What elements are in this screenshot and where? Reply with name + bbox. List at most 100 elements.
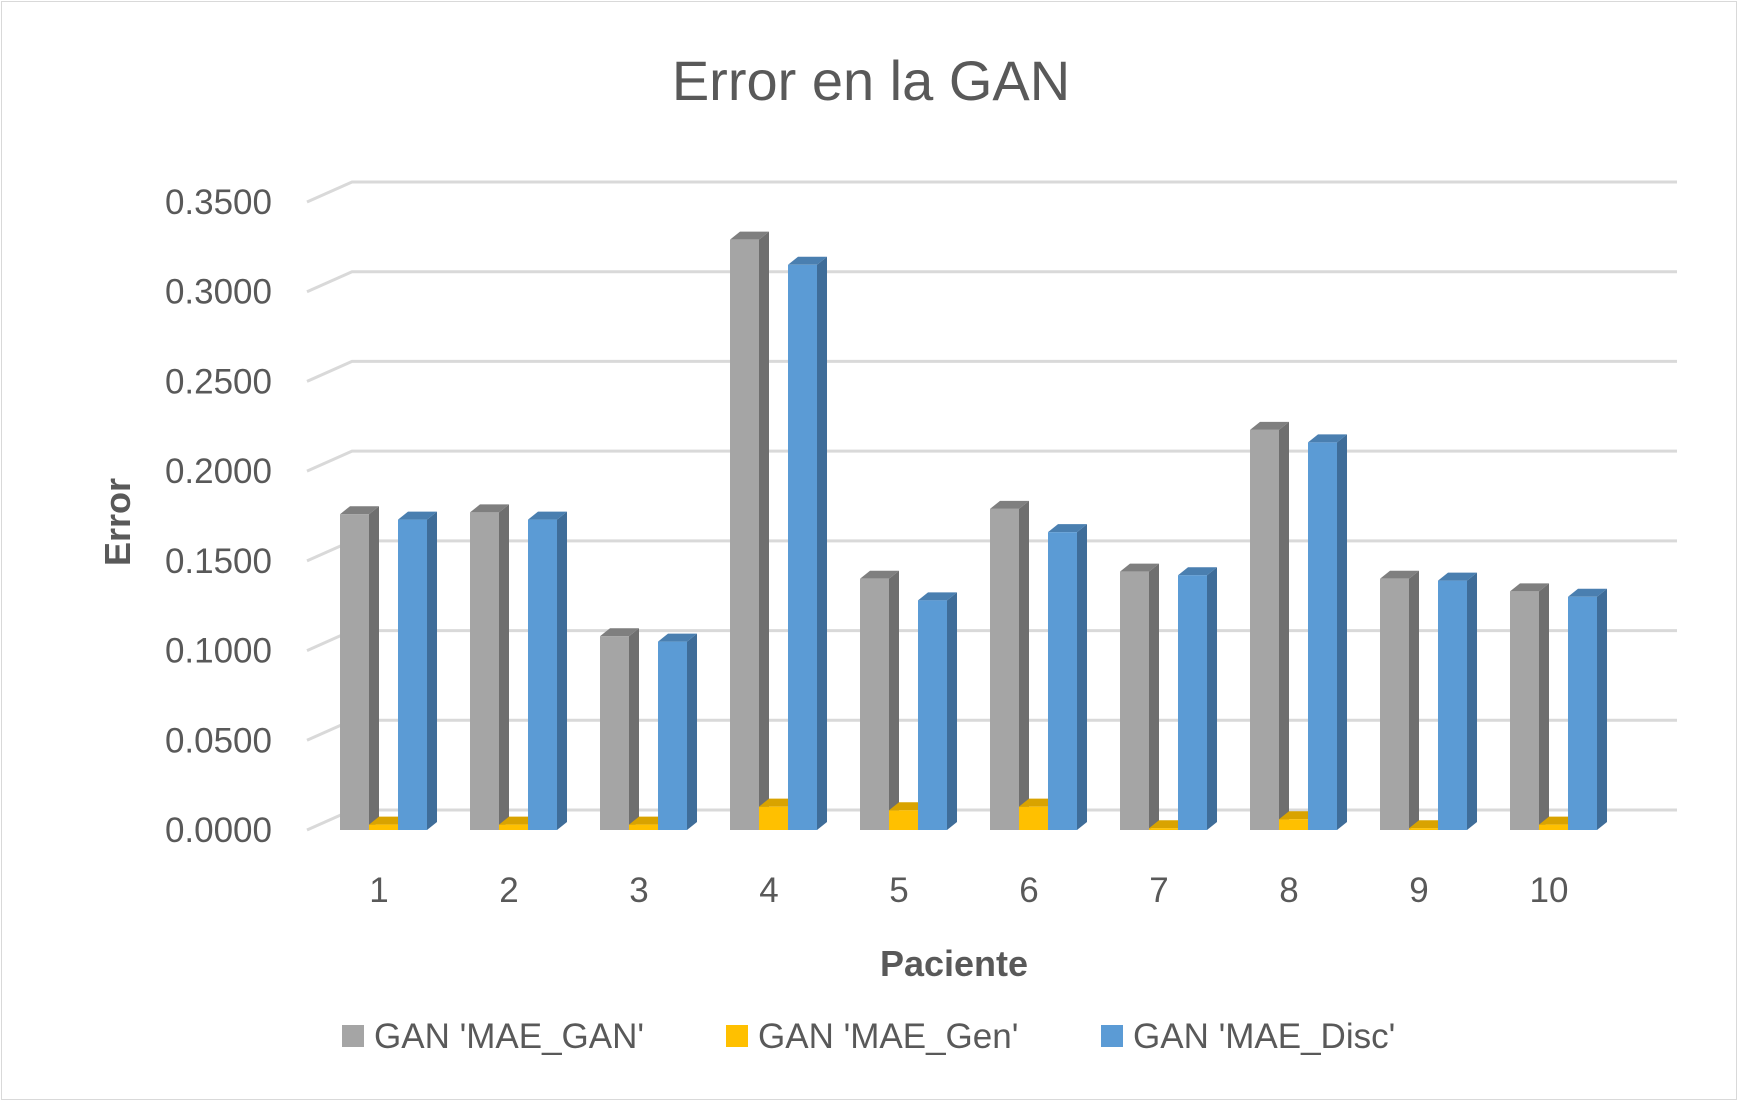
x-tick-label: 2 (499, 871, 518, 910)
x-tick-label: 8 (1279, 871, 1298, 910)
bar-top (658, 633, 697, 642)
bar-side (1597, 588, 1607, 830)
bar (788, 256, 827, 830)
bar (1250, 421, 1289, 830)
legend-swatch (726, 1025, 748, 1047)
bar-side (499, 504, 509, 830)
bar-top (1250, 421, 1289, 430)
bar-front (1120, 571, 1149, 830)
bar-front (1048, 532, 1077, 830)
bar-side (1279, 421, 1289, 830)
bar (730, 231, 769, 830)
legend-swatch (1101, 1025, 1123, 1047)
bar (658, 633, 697, 830)
bar-side (427, 511, 437, 830)
gridline (306, 449, 1677, 473)
bar-side (557, 511, 567, 830)
bar-side (817, 256, 827, 830)
bar-front (860, 578, 889, 830)
bar-front (1438, 580, 1467, 830)
bar-top (1568, 588, 1607, 597)
x-axis-label: Paciente (880, 943, 1028, 984)
bar-side (1337, 434, 1347, 830)
x-tick-label: 1 (369, 871, 388, 910)
y-tick-label: 0.2000 (165, 452, 272, 491)
bar-top (340, 506, 379, 515)
bar-side (1467, 572, 1477, 830)
y-axis-label: Error (97, 478, 138, 566)
bar-top (1510, 583, 1549, 592)
bar-front (1178, 575, 1207, 830)
x-tick-label: 10 (1530, 871, 1569, 910)
y-tick-label: 0.2500 (165, 362, 272, 401)
bar-top (600, 628, 639, 637)
bar-front (918, 600, 947, 830)
bar-front (990, 508, 1019, 830)
y-tick-label: 0.3500 (165, 183, 272, 222)
bar-top (1308, 434, 1347, 443)
bar-top (470, 504, 509, 513)
bar (470, 504, 509, 830)
bar-front (470, 512, 499, 830)
bar-side (687, 633, 697, 830)
bar (860, 570, 899, 830)
bar (1568, 588, 1607, 830)
legend-swatch (342, 1025, 364, 1047)
bar-front (730, 239, 759, 830)
bar-front (499, 824, 528, 830)
bar-top (918, 592, 957, 601)
bar-front (369, 824, 398, 830)
legend-item: GAN 'MAE_Gen' (726, 1017, 1018, 1056)
bar-side (889, 570, 899, 830)
x-tick-label: 4 (759, 871, 778, 910)
bar-top (1438, 572, 1477, 581)
bar (1048, 524, 1087, 830)
bar-front (1510, 591, 1539, 830)
bar-front (398, 519, 427, 830)
x-axis-tick-labels: 1 2 3 4 5 6 7 8 9 10 (369, 871, 1568, 910)
bar (1308, 434, 1347, 830)
x-tick-label: 3 (629, 871, 648, 910)
bar (1178, 567, 1217, 830)
bar-front (1308, 442, 1337, 830)
bar-top (860, 570, 899, 579)
x-tick-label: 9 (1409, 871, 1428, 910)
y-tick-label: 0.0000 (165, 811, 272, 850)
legend-label: GAN 'MAE_Gen' (758, 1017, 1018, 1056)
bar-top (1048, 524, 1087, 533)
bar (990, 500, 1029, 830)
bar-top (990, 500, 1029, 509)
bar-front (1019, 806, 1048, 830)
bar-front (1568, 596, 1597, 830)
y-tick-label: 0.1500 (165, 542, 272, 581)
bar-front (629, 824, 658, 830)
bar-front (1539, 824, 1568, 830)
bar-top (1380, 570, 1419, 579)
bar-side (629, 628, 639, 830)
x-tick-label: 5 (889, 871, 908, 910)
bar-side (369, 506, 379, 830)
bar-front (528, 519, 557, 830)
bar-front (889, 810, 918, 830)
bar-side (947, 592, 957, 830)
legend-label: GAN 'MAE_GAN' (374, 1017, 644, 1056)
legend: GAN 'MAE_GAN' GAN 'MAE_Gen' GAN 'MAE_Disc' (342, 1017, 1395, 1056)
bar (1120, 563, 1159, 830)
bar-top (730, 231, 769, 240)
bar-side (1019, 500, 1029, 830)
bar-side (1149, 563, 1159, 830)
bar (340, 506, 379, 830)
bar-front (658, 641, 687, 830)
legend-item: GAN 'MAE_GAN' (342, 1017, 644, 1056)
bar-top (788, 256, 827, 265)
bar-front (1149, 828, 1178, 830)
x-tick-label: 7 (1149, 871, 1168, 910)
gridline (306, 270, 1677, 294)
gridline (306, 359, 1677, 383)
bar (398, 511, 437, 830)
bar-front (340, 514, 369, 830)
bar-side (1207, 567, 1217, 830)
bar-front (788, 264, 817, 830)
legend-label: GAN 'MAE_Disc' (1133, 1017, 1395, 1056)
x-tick-label: 6 (1019, 871, 1038, 910)
